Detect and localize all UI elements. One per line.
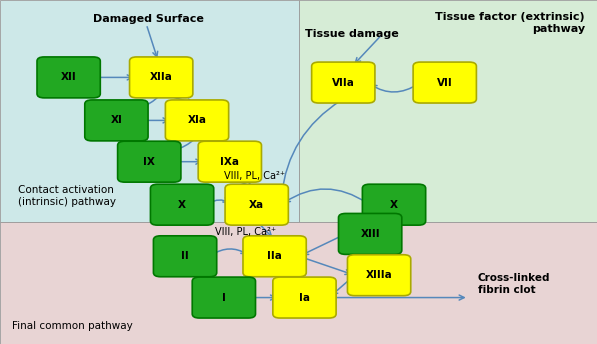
FancyBboxPatch shape bbox=[153, 236, 217, 277]
Text: XIa: XIa bbox=[187, 115, 207, 126]
FancyBboxPatch shape bbox=[165, 100, 229, 141]
FancyBboxPatch shape bbox=[347, 255, 411, 295]
FancyBboxPatch shape bbox=[37, 57, 100, 98]
Text: XI: XI bbox=[110, 115, 122, 126]
FancyBboxPatch shape bbox=[243, 236, 306, 277]
FancyBboxPatch shape bbox=[130, 57, 193, 98]
FancyBboxPatch shape bbox=[338, 213, 402, 255]
Text: VIII, PL, Ca²⁺: VIII, PL, Ca²⁺ bbox=[224, 171, 285, 181]
Text: VIII, PL, Ca²⁺: VIII, PL, Ca²⁺ bbox=[215, 227, 276, 237]
Text: IIa: IIa bbox=[267, 251, 282, 261]
Text: Ia: Ia bbox=[299, 292, 310, 303]
Text: XIII: XIII bbox=[361, 229, 380, 239]
Bar bbox=[0, 222, 597, 344]
FancyBboxPatch shape bbox=[362, 184, 426, 225]
Text: II: II bbox=[181, 251, 189, 261]
Text: VIIa: VIIa bbox=[332, 77, 355, 88]
FancyBboxPatch shape bbox=[150, 184, 214, 225]
FancyBboxPatch shape bbox=[118, 141, 181, 182]
Text: Damaged Surface: Damaged Surface bbox=[93, 14, 204, 24]
FancyBboxPatch shape bbox=[273, 277, 336, 318]
Text: Cross-linked
fibrin clot: Cross-linked fibrin clot bbox=[478, 273, 550, 294]
FancyBboxPatch shape bbox=[312, 62, 375, 103]
FancyBboxPatch shape bbox=[85, 100, 148, 141]
Text: IXa: IXa bbox=[220, 157, 239, 167]
Text: XII: XII bbox=[61, 72, 76, 83]
FancyBboxPatch shape bbox=[225, 184, 288, 225]
Text: X: X bbox=[178, 200, 186, 210]
Text: Tissue factor (extrinsic)
pathway: Tissue factor (extrinsic) pathway bbox=[435, 12, 585, 34]
FancyBboxPatch shape bbox=[192, 277, 256, 318]
FancyBboxPatch shape bbox=[413, 62, 476, 103]
Text: Final common pathway: Final common pathway bbox=[12, 321, 133, 331]
Bar bbox=[298, 0, 597, 222]
Text: I: I bbox=[222, 292, 226, 303]
Text: Tissue damage: Tissue damage bbox=[305, 29, 399, 39]
Text: X: X bbox=[390, 200, 398, 210]
Bar bbox=[0, 0, 298, 222]
FancyBboxPatch shape bbox=[198, 141, 261, 182]
Text: XIIa: XIIa bbox=[150, 72, 173, 83]
Text: VII: VII bbox=[437, 77, 453, 88]
Text: Xa: Xa bbox=[249, 200, 264, 210]
Text: XIIIa: XIIIa bbox=[366, 270, 392, 280]
Text: IX: IX bbox=[143, 157, 155, 167]
Text: Contact activation
(intrinsic) pathway: Contact activation (intrinsic) pathway bbox=[18, 185, 116, 207]
